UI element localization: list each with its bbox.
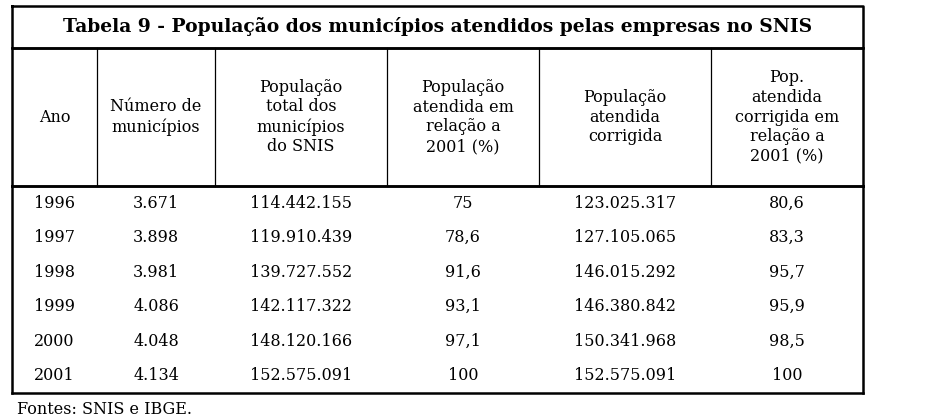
Text: 83,3: 83,3 bbox=[769, 229, 805, 246]
Bar bbox=[12, 6, 863, 48]
Bar bbox=[12, 48, 863, 186]
Text: População
total dos
municípios
do SNIS: População total dos municípios do SNIS bbox=[257, 79, 345, 155]
Text: Pop.
atendida
corrigida em
relação a
2001 (%): Pop. atendida corrigida em relação a 200… bbox=[734, 69, 839, 165]
Text: 127.105.065: 127.105.065 bbox=[574, 229, 676, 246]
Text: 95,9: 95,9 bbox=[769, 298, 805, 315]
Text: 152.575.091: 152.575.091 bbox=[574, 367, 676, 384]
Text: 152.575.091: 152.575.091 bbox=[250, 367, 352, 384]
Text: 142.117.322: 142.117.322 bbox=[250, 298, 352, 315]
Text: 93,1: 93,1 bbox=[445, 298, 481, 315]
Text: 95,7: 95,7 bbox=[769, 264, 805, 281]
Text: População
atendida
corrigida: População atendida corrigida bbox=[584, 89, 667, 145]
Text: 139.727.552: 139.727.552 bbox=[250, 264, 352, 281]
Text: 148.120.166: 148.120.166 bbox=[250, 333, 352, 350]
Text: 3.981: 3.981 bbox=[133, 264, 179, 281]
Text: 4.134: 4.134 bbox=[133, 367, 179, 384]
Text: 1998: 1998 bbox=[34, 264, 75, 281]
Text: 97,1: 97,1 bbox=[445, 333, 481, 350]
Text: 75: 75 bbox=[452, 195, 474, 212]
Text: 3.671: 3.671 bbox=[133, 195, 179, 212]
Text: 78,6: 78,6 bbox=[445, 229, 481, 246]
Text: 150.341.968: 150.341.968 bbox=[574, 333, 676, 350]
Text: 2000: 2000 bbox=[34, 333, 75, 350]
Text: População
atendida em
relação a
2001 (%): População atendida em relação a 2001 (%) bbox=[413, 79, 513, 155]
Text: 1997: 1997 bbox=[34, 229, 75, 246]
Text: 1996: 1996 bbox=[34, 195, 75, 212]
Text: 3.898: 3.898 bbox=[133, 229, 179, 246]
Text: 80,6: 80,6 bbox=[769, 195, 805, 212]
Text: 119.910.439: 119.910.439 bbox=[250, 229, 352, 246]
Text: 98,5: 98,5 bbox=[769, 333, 805, 350]
Text: 4.086: 4.086 bbox=[133, 298, 179, 315]
Text: 146.380.842: 146.380.842 bbox=[574, 298, 676, 315]
Text: 91,6: 91,6 bbox=[445, 264, 481, 281]
Text: 146.015.292: 146.015.292 bbox=[574, 264, 676, 281]
Text: Tabela 9 - População dos municípios atendidos pelas empresas no SNIS: Tabela 9 - População dos municípios aten… bbox=[63, 18, 812, 36]
Text: 100: 100 bbox=[771, 367, 802, 384]
Text: 1999: 1999 bbox=[34, 298, 75, 315]
Text: 123.025.317: 123.025.317 bbox=[574, 195, 676, 212]
Text: Fontes: SNIS e IBGE.: Fontes: SNIS e IBGE. bbox=[17, 400, 192, 418]
Text: 100: 100 bbox=[448, 367, 478, 384]
Text: 4.048: 4.048 bbox=[133, 333, 179, 350]
Text: 114.442.155: 114.442.155 bbox=[250, 195, 352, 212]
Text: Ano: Ano bbox=[39, 109, 70, 125]
Text: Número de
municípios: Número de municípios bbox=[110, 98, 202, 135]
Text: 2001: 2001 bbox=[34, 367, 75, 384]
